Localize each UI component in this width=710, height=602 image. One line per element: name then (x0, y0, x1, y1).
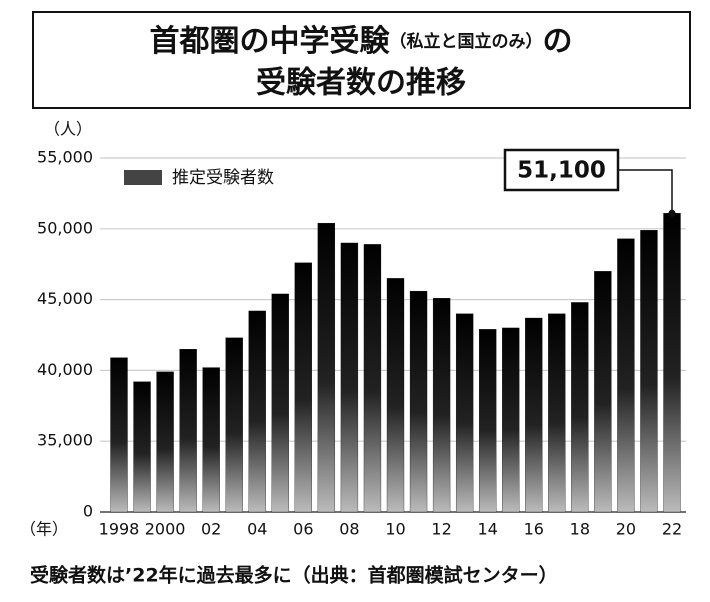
bar (225, 337, 243, 513)
y-tick-label: 35,000 (37, 431, 93, 450)
bar (571, 302, 589, 513)
title-box (32, 11, 691, 109)
x-tick-label: 20 (616, 520, 636, 539)
bar (502, 327, 520, 513)
x-tick-label: 14 (477, 520, 497, 539)
title-part: 首都圏の中学受験 (150, 24, 391, 59)
x-tick-label: 12 (431, 520, 451, 539)
bar (455, 313, 474, 513)
x-tick-label: 10 (385, 520, 405, 539)
bar (156, 371, 174, 513)
y-tick-label: 55,000 (37, 148, 93, 167)
title-part: （私立と国立のみ） (390, 31, 543, 52)
title-part: の (543, 24, 573, 59)
bar (594, 271, 612, 513)
bar (294, 262, 312, 513)
x-tick-label: 08 (339, 520, 359, 539)
value-label: 51,100 (517, 158, 606, 184)
bar (548, 313, 566, 513)
bar (340, 242, 359, 513)
bar (317, 222, 336, 513)
bar (617, 238, 635, 513)
caption: 受験者数は’22年に過去最多に（出典：首都圏模試センター） (30, 564, 558, 587)
x-tick-label: 1998 (99, 520, 140, 539)
chart-title: 首都圏の中学受験（私立と国立のみ）の (150, 24, 573, 59)
x-tick-label: 04 (247, 520, 267, 539)
bar (363, 244, 382, 513)
bar (432, 298, 451, 513)
legend-swatch (124, 170, 162, 185)
bar (386, 278, 405, 513)
x-unit: （年） (20, 520, 68, 539)
y-unit: （人） (44, 120, 92, 139)
bar (179, 349, 197, 513)
chart-title: 受験者数の推移 (256, 66, 466, 101)
callout-dot (668, 209, 676, 217)
x-tick-label: 16 (524, 520, 544, 539)
x-tick-label: 02 (201, 520, 221, 539)
bar (110, 357, 128, 513)
y-tick-label: 0 (83, 502, 93, 521)
x-tick-label: 18 (570, 520, 590, 539)
bar (525, 317, 543, 513)
bar (133, 381, 151, 513)
callout-box (503, 148, 620, 192)
legend-label: 推定受験者数 (172, 168, 274, 188)
bar (202, 367, 220, 513)
x-tick-label: 06 (293, 520, 313, 539)
x-tick-label: 2000 (145, 520, 186, 539)
bar (640, 230, 658, 513)
x-tick-label: 22 (662, 520, 682, 539)
bar (479, 329, 497, 513)
bar (271, 293, 289, 513)
callout-line (618, 169, 673, 214)
bar (409, 290, 428, 513)
y-tick-label: 40,000 (37, 360, 93, 379)
y-tick-label: 50,000 (37, 218, 93, 237)
bar (248, 310, 266, 513)
bar (663, 213, 681, 513)
y-tick-label: 45,000 (37, 289, 93, 308)
